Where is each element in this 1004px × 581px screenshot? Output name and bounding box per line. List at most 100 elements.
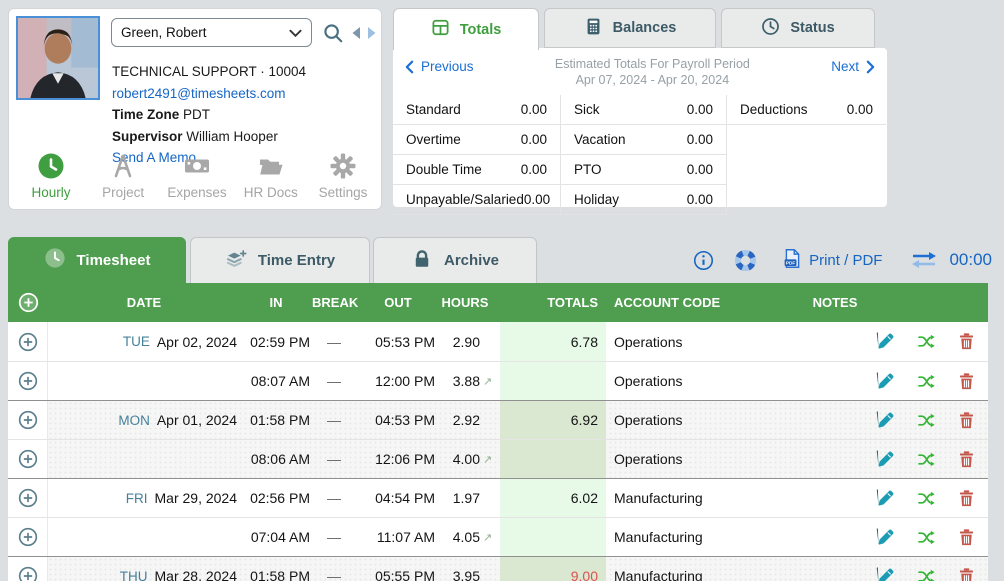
daily-total: 6.02 — [500, 479, 606, 517]
tab-balances[interactable]: Balances — [544, 8, 716, 48]
pdf-file-icon: PDF — [782, 247, 803, 274]
account-code: Manufacturing — [606, 557, 802, 581]
daily-total — [500, 518, 606, 556]
edit-pencil-icon[interactable] — [876, 411, 895, 430]
nav-item-project[interactable]: Project — [95, 152, 151, 204]
totals-period-title: Estimated Totals For Payroll Period Apr … — [555, 56, 750, 89]
in-time: 08:06 AM — [240, 440, 312, 478]
notes-cell — [802, 479, 868, 517]
previous-period-button[interactable]: Previous — [405, 59, 474, 74]
add-entry-icon[interactable] — [18, 566, 38, 581]
delete-trash-icon[interactable] — [957, 450, 976, 469]
delete-trash-icon[interactable] — [957, 567, 976, 581]
timesheet-row: 08:06 AM — 12:06 PM 4.00 ↗ Operations — [8, 439, 988, 478]
daily-total: 9.00 — [500, 557, 606, 581]
totals-cell-value: 0.00 — [687, 132, 713, 147]
in-time: 02:56 PM — [240, 479, 312, 517]
totals-column: Sick0.00Vacation0.00PTO0.00Holiday0.00 — [560, 95, 726, 215]
employee-email-link[interactable]: robert2491@timesheets.com — [112, 83, 306, 105]
account-code: Manufacturing — [606, 518, 802, 556]
toolbar: PDF Print / PDF 00:00 — [693, 237, 992, 283]
add-entry-icon[interactable] — [18, 410, 38, 430]
delete-trash-icon[interactable] — [957, 332, 976, 351]
nav-item-expenses[interactable]: Expenses — [167, 152, 226, 204]
next-period-button[interactable]: Next — [831, 59, 875, 74]
previous-employee-arrow-icon[interactable] — [351, 26, 361, 40]
split-shuffle-icon[interactable] — [917, 372, 936, 391]
out-time: 11:07 AM — [356, 518, 440, 556]
folder-icon — [257, 152, 285, 183]
split-shuffle-icon[interactable] — [917, 489, 936, 508]
delete-trash-icon[interactable] — [957, 411, 976, 430]
in-time: 02:59 PM — [240, 322, 312, 361]
delete-trash-icon[interactable] — [957, 372, 976, 391]
split-shuffle-icon[interactable] — [917, 411, 936, 430]
summary-tabs: Totals Balances Status — [393, 8, 875, 48]
calculator-icon — [584, 17, 603, 40]
add-entry-icon[interactable] — [18, 488, 38, 508]
break-value: — — [312, 401, 356, 439]
employee-photo — [16, 16, 100, 100]
split-shuffle-icon[interactable] — [917, 332, 936, 351]
totals-cell: Overtime0.00 — [393, 125, 560, 155]
notes-cell — [802, 518, 868, 556]
day-label: THU — [120, 569, 148, 581]
tab-label: Balances — [613, 20, 677, 36]
timer-display[interactable]: 00:00 — [949, 250, 992, 270]
swap-arrows-icon[interactable] — [910, 250, 938, 270]
edit-pencil-icon[interactable] — [876, 489, 895, 508]
next-employee-arrow-icon[interactable] — [367, 26, 377, 40]
nav-item-hourly[interactable]: Hourly — [23, 152, 79, 204]
tab-label: Status — [790, 20, 834, 36]
edit-pencil-icon[interactable] — [876, 332, 895, 351]
print-pdf-button[interactable]: PDF Print / PDF — [782, 247, 882, 274]
delete-trash-icon[interactable] — [957, 489, 976, 508]
break-value: — — [312, 518, 356, 556]
notes-cell — [802, 362, 868, 400]
info-icon[interactable] — [693, 250, 714, 271]
tab-archive[interactable]: Archive — [373, 237, 537, 283]
col-header-in: IN — [240, 295, 312, 310]
tab-timesheet[interactable]: Timesheet — [8, 237, 186, 283]
tab-totals[interactable]: Totals — [393, 8, 539, 50]
edit-pencil-icon[interactable] — [876, 372, 895, 391]
chevron-left-icon — [405, 60, 414, 74]
split-shuffle-icon[interactable] — [917, 567, 936, 581]
money-icon — [183, 152, 211, 183]
edit-pencil-icon[interactable] — [876, 567, 895, 581]
totals-cell-label: Standard — [406, 102, 461, 117]
employee-selector[interactable]: Green, Robert — [111, 18, 312, 47]
search-icon[interactable] — [322, 22, 344, 44]
split-shuffle-icon[interactable] — [917, 528, 936, 547]
break-value: — — [312, 362, 356, 400]
employee-selector-value: Green, Robert — [121, 25, 207, 40]
main-tabs: Timesheet Time Entry Archive PDF — [8, 237, 992, 283]
tab-time-entry[interactable]: Time Entry — [190, 237, 370, 283]
edit-pencil-icon[interactable] — [876, 450, 895, 469]
tab-label: Archive — [444, 252, 499, 269]
supervisor-value: William Hooper — [186, 129, 278, 144]
edit-pencil-icon[interactable] — [876, 528, 895, 547]
nav-item-settings[interactable]: Settings — [315, 152, 371, 204]
notes-cell — [802, 557, 868, 581]
totals-cell: PTO0.00 — [561, 155, 726, 185]
nav-item-hrdocs[interactable]: HR Docs — [243, 152, 299, 204]
continuation-arrow-icon: ↗ — [483, 518, 500, 556]
delete-trash-icon[interactable] — [957, 528, 976, 547]
tab-label: Totals — [460, 22, 502, 38]
add-entry-icon[interactable] — [18, 449, 38, 469]
add-entry-icon[interactable] — [18, 371, 38, 391]
totals-cell: Standard0.00 — [393, 95, 560, 125]
add-row-button[interactable] — [18, 292, 39, 313]
help-lifering-icon[interactable] — [734, 249, 757, 272]
totals-cell-label: Deductions — [740, 102, 808, 117]
tab-status[interactable]: Status — [721, 8, 875, 48]
split-shuffle-icon[interactable] — [917, 450, 936, 469]
add-entry-icon[interactable] — [18, 332, 38, 352]
account-code: Manufacturing — [606, 479, 802, 517]
add-entry-icon[interactable] — [18, 527, 38, 547]
chevron-down-icon — [289, 25, 302, 40]
timesheet-row: FRI Mar 29, 2024 02:56 PM — 04:54 PM 1.9… — [8, 478, 988, 517]
continuation-arrow-icon: ↗ — [483, 362, 500, 400]
nav-label: Hourly — [31, 185, 70, 200]
